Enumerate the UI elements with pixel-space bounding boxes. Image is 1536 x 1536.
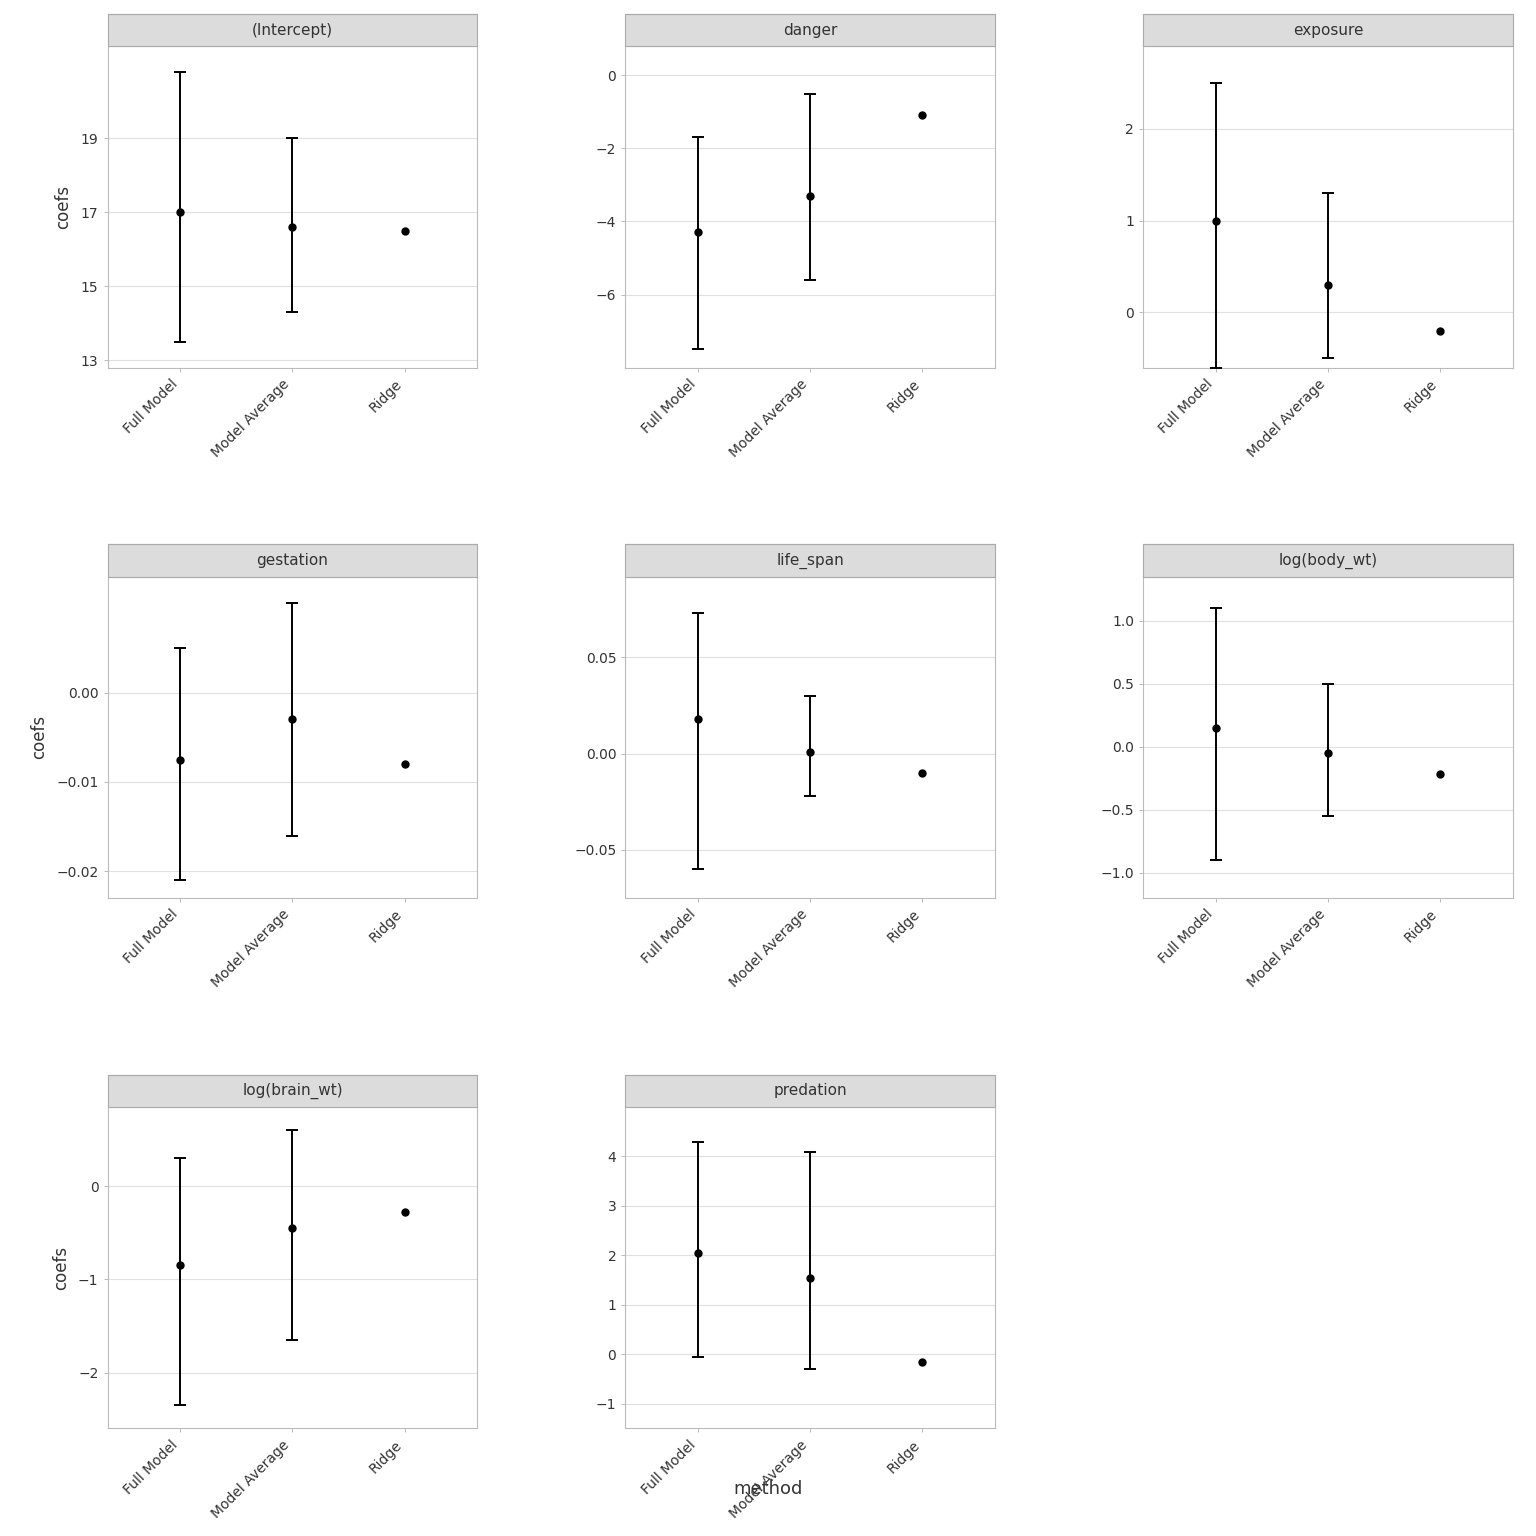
Text: method: method xyxy=(733,1479,803,1498)
Text: danger: danger xyxy=(783,23,837,37)
Text: predation: predation xyxy=(774,1083,846,1098)
Bar xyxy=(625,14,995,46)
Text: exposure: exposure xyxy=(1293,23,1364,37)
Bar xyxy=(108,14,478,46)
Y-axis label: coefs: coefs xyxy=(52,1246,69,1290)
Y-axis label: coefs: coefs xyxy=(29,716,48,759)
Text: log(brain_wt): log(brain_wt) xyxy=(243,1083,343,1100)
Text: log(body_wt): log(body_wt) xyxy=(1278,553,1378,568)
Bar xyxy=(108,1075,478,1107)
Bar xyxy=(1143,544,1513,576)
Text: gestation: gestation xyxy=(257,553,329,568)
Bar xyxy=(1143,14,1513,46)
Bar xyxy=(108,544,478,576)
Bar xyxy=(625,1075,995,1107)
Y-axis label: coefs: coefs xyxy=(54,184,72,229)
Text: life_span: life_span xyxy=(776,553,845,568)
Bar xyxy=(625,544,995,576)
Text: (Intercept): (Intercept) xyxy=(252,23,333,37)
